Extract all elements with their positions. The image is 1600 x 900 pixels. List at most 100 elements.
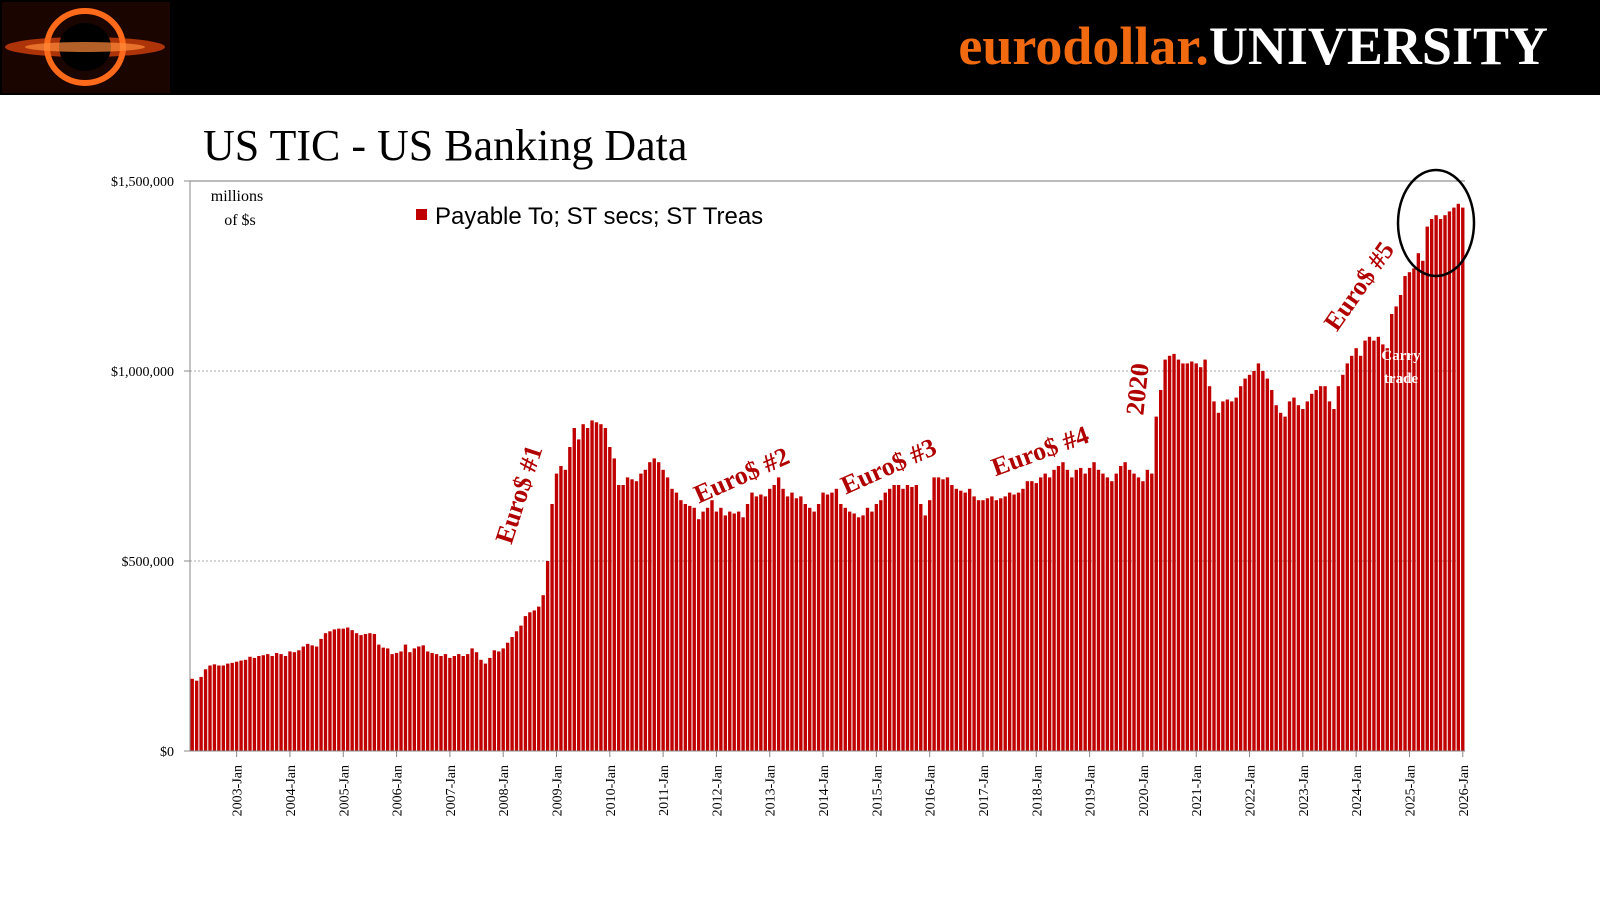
bar (639, 473, 643, 751)
bar (1456, 203, 1461, 752)
bar (830, 492, 834, 751)
bar (279, 654, 283, 751)
bar (1385, 348, 1389, 751)
bar (350, 630, 354, 751)
bar (1305, 401, 1309, 751)
bar (736, 511, 741, 751)
bar (541, 595, 545, 751)
bar (1425, 226, 1429, 752)
bar (781, 488, 785, 751)
bar (234, 661, 239, 751)
x-tick-label: 2026-Jan (1457, 765, 1472, 816)
bar (1007, 492, 1012, 751)
bar (519, 625, 523, 751)
bar (1421, 260, 1425, 751)
annotation: Carry (1381, 348, 1421, 364)
bar (203, 669, 208, 751)
bar (1390, 314, 1394, 751)
bar (386, 648, 390, 751)
bar (474, 652, 479, 751)
bar (812, 511, 816, 751)
bar (1283, 416, 1287, 751)
bar (705, 507, 710, 751)
bar (794, 498, 799, 751)
bar (1176, 359, 1181, 751)
bar (470, 648, 474, 751)
bar (1003, 496, 1007, 751)
bar (230, 662, 234, 751)
bar (599, 424, 603, 751)
bar (1190, 361, 1194, 751)
bar (1079, 467, 1083, 751)
bar (785, 496, 790, 751)
bar (1136, 477, 1141, 751)
bar (1323, 386, 1327, 751)
bar (954, 488, 959, 751)
bar (1274, 405, 1278, 751)
bar (888, 488, 892, 751)
bar (1012, 494, 1016, 751)
brand: eurodollar.UNIVERSITY (958, 16, 1548, 76)
brand-right: UNIVERSITY (1209, 16, 1548, 76)
bar (288, 651, 292, 751)
bar (1314, 390, 1318, 751)
bar (834, 488, 839, 751)
bar (1443, 215, 1447, 751)
bar (985, 498, 990, 751)
bar (745, 504, 750, 751)
bar (1087, 467, 1092, 751)
bar (870, 511, 874, 751)
bar (1074, 469, 1078, 751)
bar (696, 519, 701, 751)
bar (292, 652, 297, 751)
bar (1110, 481, 1114, 751)
bar (728, 511, 732, 751)
bar (1092, 462, 1096, 751)
bar (1021, 488, 1025, 751)
unit-note: of $s (224, 212, 256, 229)
bar (1332, 409, 1336, 751)
bar (1123, 462, 1127, 751)
bar (1056, 466, 1061, 751)
bar (790, 492, 794, 751)
annotation: Euro$ #5 (1318, 236, 1400, 336)
bar (585, 428, 590, 751)
bar (514, 631, 519, 751)
bar (1132, 473, 1136, 751)
bar (1452, 207, 1456, 752)
bar (1318, 386, 1323, 751)
bar (1043, 473, 1047, 751)
bar (994, 500, 999, 751)
bar (1407, 272, 1412, 751)
bar (532, 610, 536, 751)
bar (1270, 390, 1274, 751)
bar (505, 642, 510, 751)
x-tick-label: 2006-Jan (391, 765, 406, 816)
bar (692, 507, 696, 751)
bar (368, 633, 372, 751)
bar (701, 511, 705, 751)
brand-left: eurodollar. (958, 16, 1209, 76)
x-tick-label: 2015-Jan (870, 765, 885, 816)
bar (323, 633, 328, 751)
bar (763, 496, 767, 751)
bar (492, 650, 496, 751)
bar (226, 663, 230, 751)
bar (417, 646, 421, 751)
bar (590, 420, 594, 751)
bar (803, 504, 807, 751)
bar (1434, 215, 1438, 751)
bar (1030, 481, 1034, 751)
y-tick-label: $500,000 (122, 555, 175, 570)
bar (1461, 207, 1465, 752)
bar (1438, 219, 1443, 751)
bar (554, 473, 559, 751)
bar (572, 428, 576, 751)
bar (252, 657, 257, 751)
bar (1296, 405, 1301, 751)
bar (443, 654, 448, 751)
bar (581, 424, 585, 751)
x-tick-label: 2011-Jan (657, 765, 672, 816)
bar (648, 462, 652, 751)
bar (865, 507, 870, 751)
